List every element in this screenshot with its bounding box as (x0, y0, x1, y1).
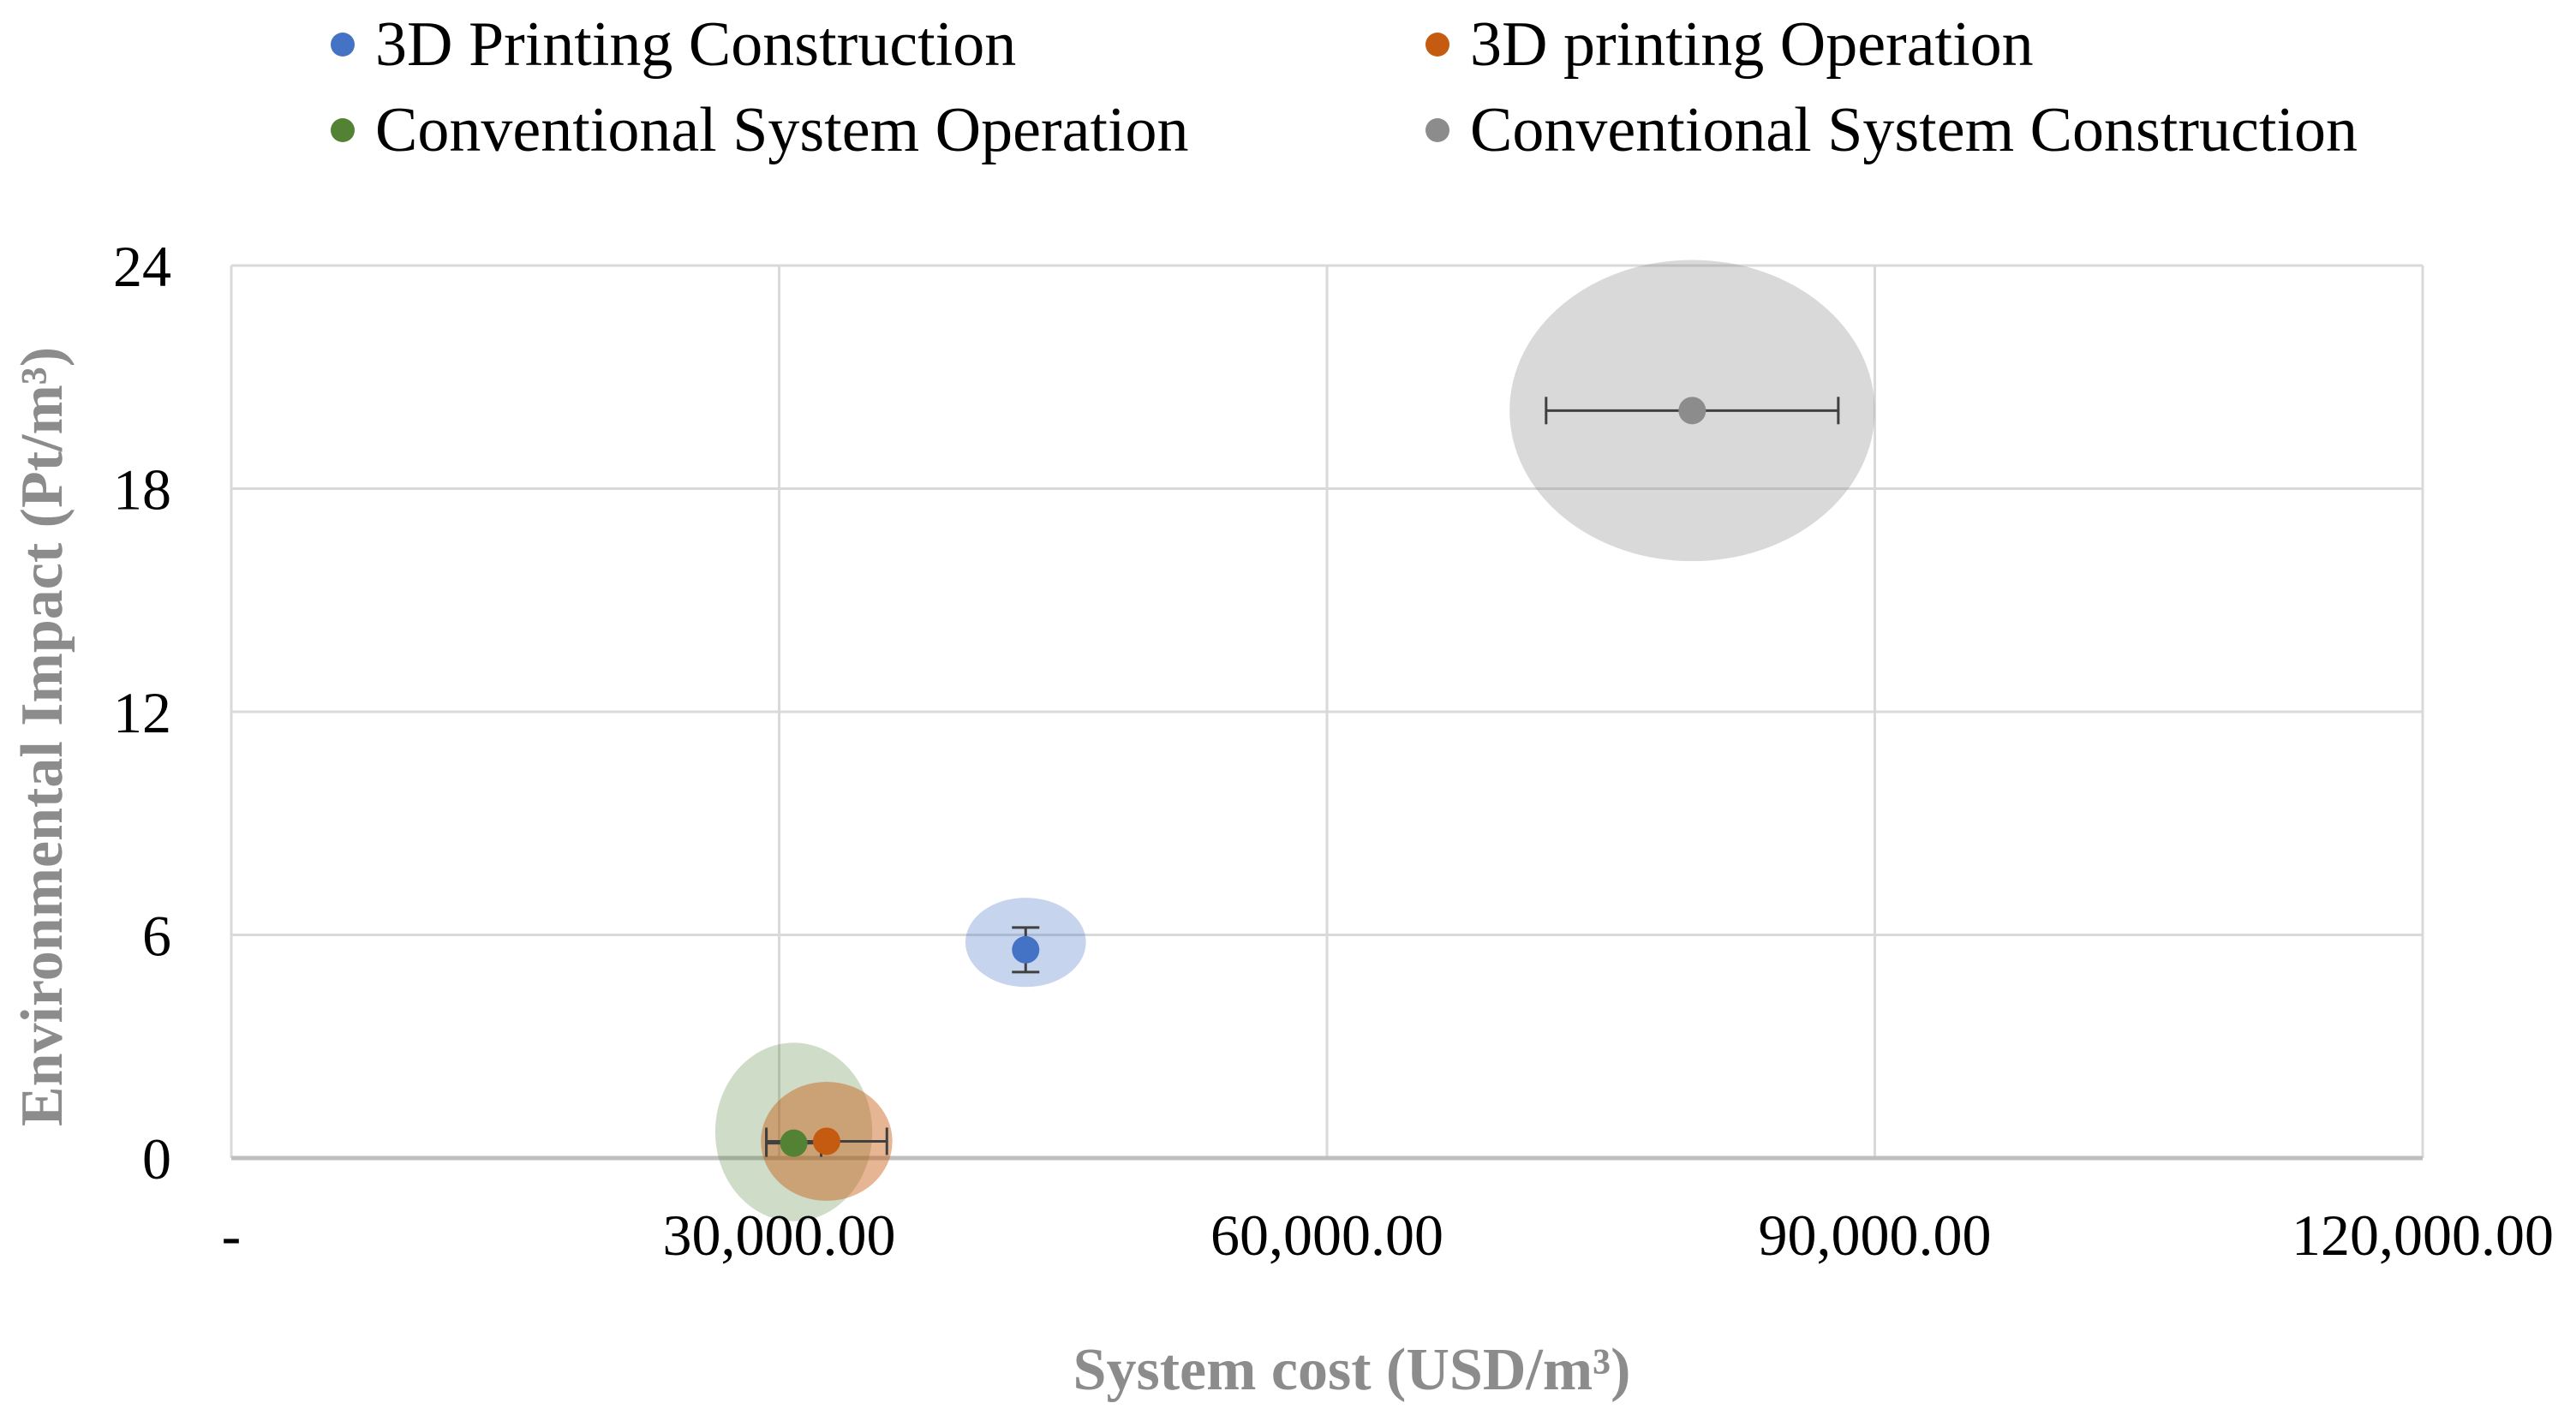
x-tick-label: 30,000.00 (663, 1203, 896, 1268)
legend-label-conventional-system-operation: Conventional System Operation (375, 95, 1189, 165)
y-tick-label: 12 (113, 680, 171, 745)
point-3d-printing-operation (812, 1127, 840, 1155)
legend-label-3d-printing-operation: 3D printing Operation (1470, 9, 2034, 80)
point-conventional-system-construction (1678, 397, 1706, 425)
tick-labels: 0 6 12 18 24 - 30,000.00 60,000.00 90,000.00 120,… (113, 234, 2554, 1268)
x-tick-label: - (222, 1203, 242, 1268)
legend-label-3d-printing-construction: 3D Printing Construction (375, 9, 1016, 80)
data-points (780, 397, 1706, 1157)
legend-marker-3d-printing-operation (1425, 33, 1449, 57)
y-axis-label: Environmental Impact (Pt/m³) (9, 347, 75, 1126)
legend: 3D Printing Construction 3D printing Oper… (331, 9, 2358, 165)
y-tick-label: 0 (142, 1126, 171, 1191)
legend-marker-conventional-system-construction (1425, 118, 1449, 142)
y-tick-label: 24 (113, 234, 171, 299)
legend-marker-3d-printing-construction (331, 33, 355, 57)
legend-marker-conventional-system-operation (331, 118, 355, 142)
x-tick-label: 60,000.00 (1210, 1203, 1443, 1268)
point-3d-printing-construction (1012, 935, 1040, 964)
x-axis-label: System cost (USD/m³) (1073, 1337, 1631, 1403)
y-tick-label: 6 (142, 904, 171, 969)
x-tick-label: 90,000.00 (1759, 1203, 1992, 1268)
point-conventional-system-operation (780, 1129, 808, 1157)
grid (230, 264, 2424, 1161)
legend-label-conventional-system-construction: Conventional System Construction (1470, 95, 2358, 165)
x-tick-label: 120,000.00 (2292, 1203, 2554, 1268)
y-tick-label: 18 (113, 457, 171, 522)
